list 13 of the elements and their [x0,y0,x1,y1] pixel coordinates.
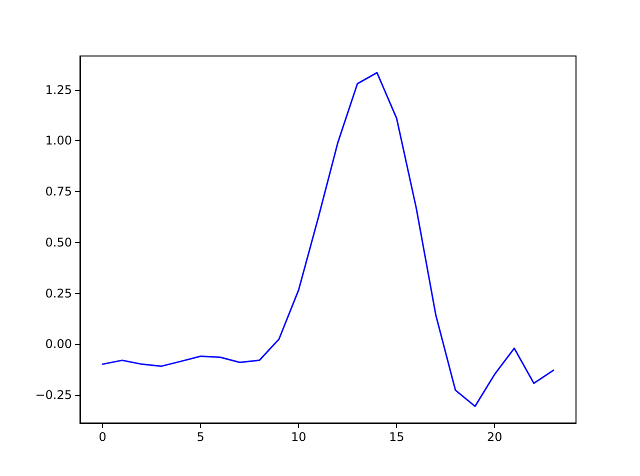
x-tick-label: 10 [290,430,306,444]
line-series [102,72,554,408]
x-tick-label: 0 [98,430,106,444]
y-tick-label: 1.25 [45,82,72,97]
y-tick-label: 0.25 [45,286,72,300]
y-tick-label: 0.50 [45,235,72,250]
x-tick-label: 20 [487,430,502,444]
y-tick-label: 1.00 [45,134,72,148]
y-tick-label: −0.25 [35,388,72,402]
y-tick-label: 0.00 [45,337,72,352]
x-tick-label: 5 [196,430,204,444]
x-tick-label: 15 [388,430,404,444]
y-tick-label: 0.75 [45,184,72,199]
